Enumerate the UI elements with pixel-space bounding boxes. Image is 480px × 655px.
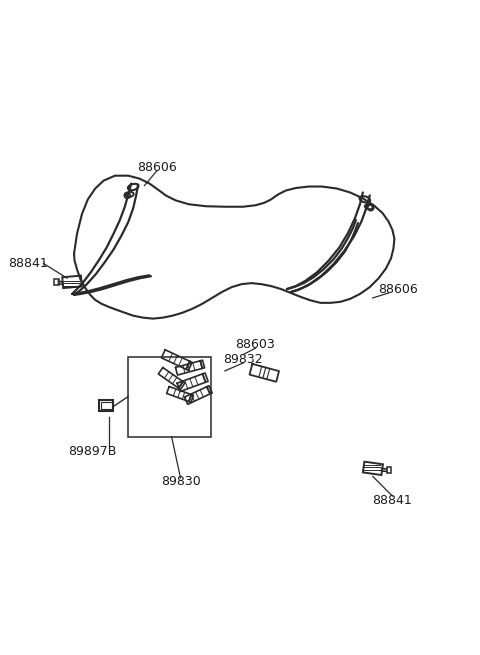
Bar xyxy=(386,467,392,473)
Text: 89897B: 89897B xyxy=(69,445,117,458)
Text: 89830: 89830 xyxy=(161,475,200,488)
Text: 88841: 88841 xyxy=(372,495,412,508)
Text: 88603: 88603 xyxy=(236,338,276,351)
Bar xyxy=(363,462,383,475)
Text: 88606: 88606 xyxy=(379,282,418,295)
Bar xyxy=(99,400,113,411)
Bar xyxy=(128,357,211,437)
Bar xyxy=(101,402,111,409)
Text: 89832: 89832 xyxy=(223,353,263,366)
Bar xyxy=(62,276,82,288)
Text: 88841: 88841 xyxy=(8,257,48,270)
Bar xyxy=(54,279,59,285)
Text: 88606: 88606 xyxy=(137,161,177,174)
